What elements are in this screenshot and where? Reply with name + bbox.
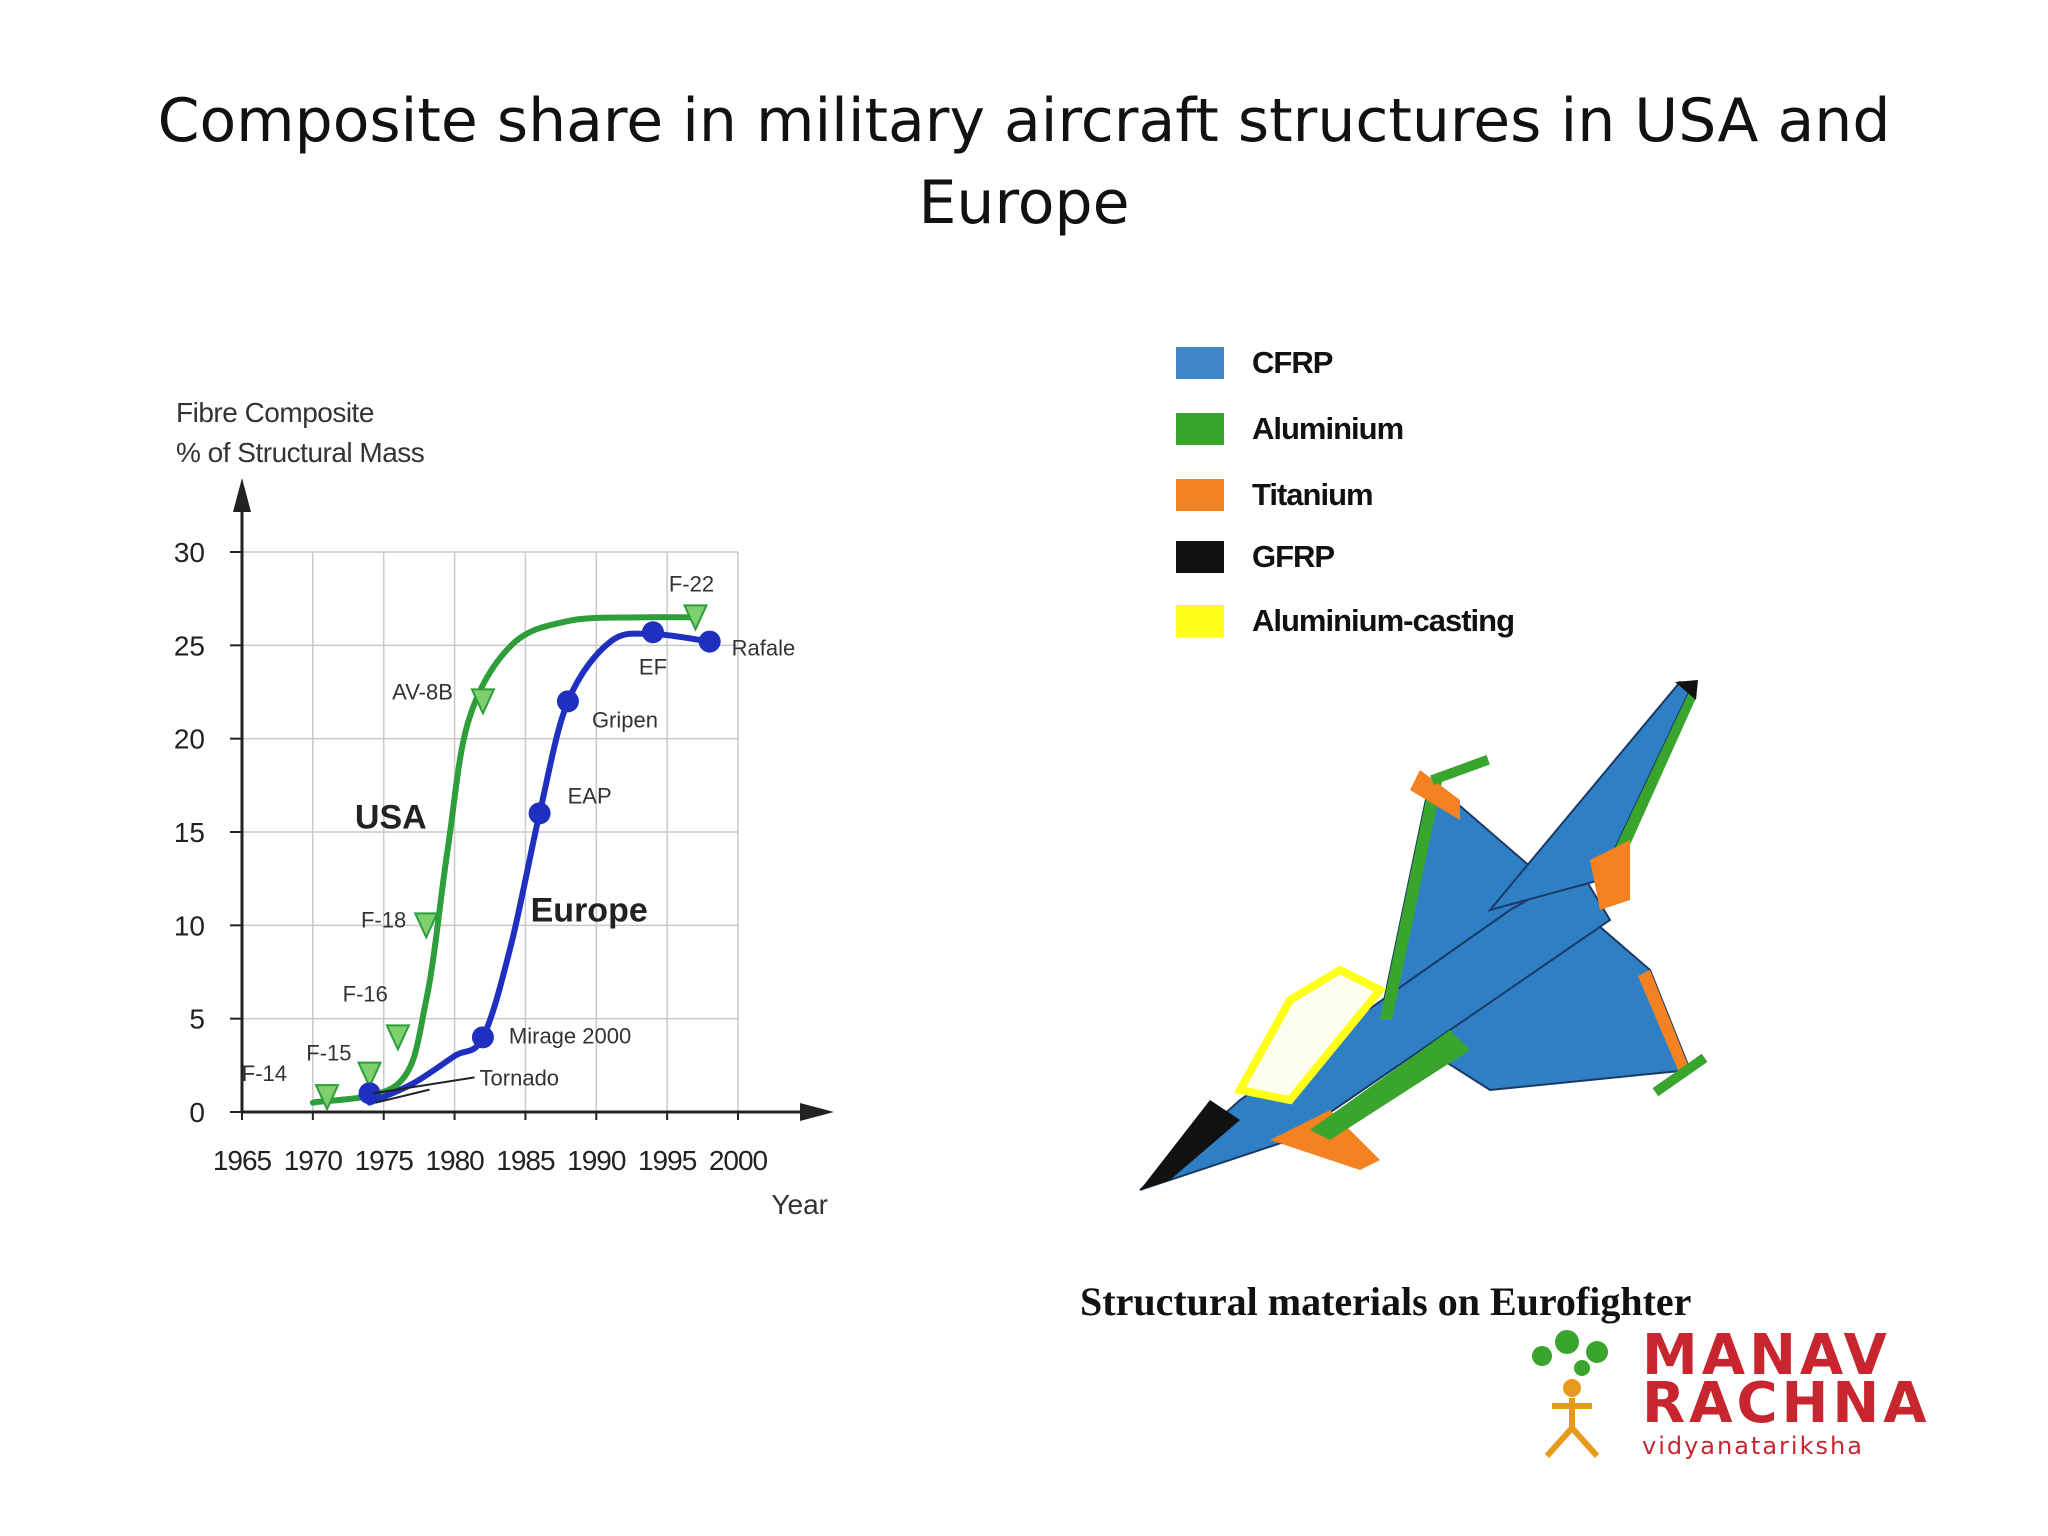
aircraft-wingtip-pod <box>1652 1053 1708 1097</box>
data-point-europe <box>528 802 551 825</box>
legend-label: Aluminium <box>1252 411 1404 446</box>
data-point-usa <box>682 604 709 632</box>
logo-tagline: vidyanatariksha <box>1642 1432 1864 1460</box>
data-point-usa <box>385 1024 411 1052</box>
legend-swatch <box>1176 605 1224 637</box>
series-name-usa: USA <box>355 798 427 836</box>
aircraft-tail-fin-edge <box>1600 690 1696 880</box>
point-label: F-16 <box>343 981 388 1006</box>
chart-ticks: 1965 1970 1975 1980 1985 1990 1995 2000 0 5 10 15 20… <box>174 537 769 1176</box>
aircraft-tail-tip <box>1675 680 1698 700</box>
composite-share-chart: 1965 1970 1975 1980 1985 1990 1995 2000 0 5 10 15 20… <box>174 397 834 1220</box>
point-label: F-18 <box>361 907 406 932</box>
point-label: EAP <box>568 783 612 808</box>
chart-lines <box>309 614 713 1106</box>
point-label: Mirage 2000 <box>509 1023 631 1048</box>
y-tick-label: 25 <box>174 630 205 661</box>
y-tick-label: 0 <box>189 1097 205 1128</box>
y-axis-arrow <box>233 478 251 512</box>
y-tick-label: 20 <box>174 724 205 755</box>
data-point-europe <box>641 621 664 644</box>
point-label: EF <box>639 654 667 679</box>
data-point-europe <box>471 1026 494 1049</box>
y-axis-label: Fibre Composite <box>176 397 374 428</box>
x-axis-label: Year <box>771 1189 828 1220</box>
legend-item-gfrp: GFRP <box>1176 539 1576 579</box>
aircraft-tail-fin <box>1487 680 1692 912</box>
chart-point-labels: F-14 F-15 F-16 F-18 AV-8B F-22 Tornado Mirage 2… <box>242 571 796 1104</box>
legend-label: Aluminium-casting <box>1252 603 1515 638</box>
legend-item-titanium: Titanium <box>1176 477 1576 517</box>
aircraft-wing-tip-orange <box>1638 970 1690 1070</box>
eurofighter-illustration <box>1139 680 1708 1191</box>
aircraft-wing-leading-edge <box>1380 780 1442 1020</box>
x-tick-label: 1975 <box>355 1145 414 1176</box>
x-tick-label: 2000 <box>709 1145 768 1176</box>
x-tick-label: 1980 <box>425 1145 484 1176</box>
series-line-usa <box>309 614 699 1106</box>
aircraft-canopy <box>1233 965 1387 1105</box>
y-tick-label: 30 <box>174 537 205 568</box>
data-point-usa <box>470 688 496 716</box>
aircraft-canard <box>1270 1110 1380 1170</box>
point-label: F-15 <box>306 1041 351 1066</box>
logo-text: MANAV <box>1642 1323 1891 1388</box>
data-point-usa <box>314 1084 340 1112</box>
legend-label: Titanium <box>1252 477 1374 512</box>
y-tick-label: 5 <box>189 1004 205 1035</box>
legend-item-aluminium: Aluminium <box>1176 411 1576 451</box>
point-label: AV-8B <box>392 679 453 704</box>
data-point-usa <box>413 912 439 940</box>
aircraft-wingtip-pod <box>1430 755 1490 785</box>
legend-swatch <box>1176 413 1224 445</box>
point-label: F-14 <box>242 1061 287 1086</box>
series-line-europe <box>366 630 713 1106</box>
manav-rachna-logo: MANAV RACHNA vidyanatariksha <box>1512 1328 2000 1460</box>
data-point-europe <box>556 690 579 713</box>
aircraft-wing-root-orange <box>1410 770 1460 820</box>
chart-text: Fibre Composite % of Structural Mass Year U… <box>176 397 828 1220</box>
x-tick-label: 1985 <box>496 1145 555 1176</box>
data-point-usa <box>356 1061 383 1090</box>
x-tick-label: 1970 <box>284 1145 343 1176</box>
data-point-europe <box>358 1082 381 1105</box>
legend-label: GFRP <box>1252 539 1335 574</box>
y-axis-label: % of Structural Mass <box>176 437 424 468</box>
legend-swatch <box>1176 541 1224 573</box>
legend-item-cfrp: CFRP <box>1176 345 1576 385</box>
legend-label: CFRP <box>1252 345 1333 380</box>
x-tick-label: 1965 <box>213 1145 272 1176</box>
point-label: F-22 <box>669 571 714 596</box>
legend-swatch <box>1176 479 1224 511</box>
logo-text: RACHNA <box>1642 1371 1931 1436</box>
point-label: Gripen <box>592 707 658 732</box>
x-axis-arrow <box>800 1103 834 1121</box>
legend-swatch <box>1176 347 1224 379</box>
chart-points <box>314 604 721 1112</box>
data-point-europe <box>698 630 721 653</box>
figure-caption: Structural materials on Eurofighter <box>1080 1279 1692 1324</box>
slide-title: Composite share in military aircraft str… <box>157 86 1891 238</box>
legend-item-aluminium-casting: Aluminium-casting <box>1176 603 1576 643</box>
chart-axes <box>233 478 834 1121</box>
series-name-europe: Europe <box>531 892 648 930</box>
logo-tree-icon <box>1532 1330 1608 1458</box>
aircraft-intake <box>1310 1030 1470 1140</box>
x-tick-label: 1990 <box>567 1145 626 1176</box>
y-tick-label: 15 <box>174 817 205 848</box>
aircraft-engine-orange <box>1590 840 1630 910</box>
point-label: Rafale <box>732 636 796 661</box>
tornado-leader-line <box>373 1076 475 1095</box>
tornado-leader-line <box>375 1088 430 1104</box>
point-label: Tornado <box>480 1065 560 1090</box>
y-tick-label: 10 <box>174 910 205 941</box>
x-tick-label: 1995 <box>638 1145 697 1176</box>
aircraft-nose <box>1140 1100 1240 1190</box>
